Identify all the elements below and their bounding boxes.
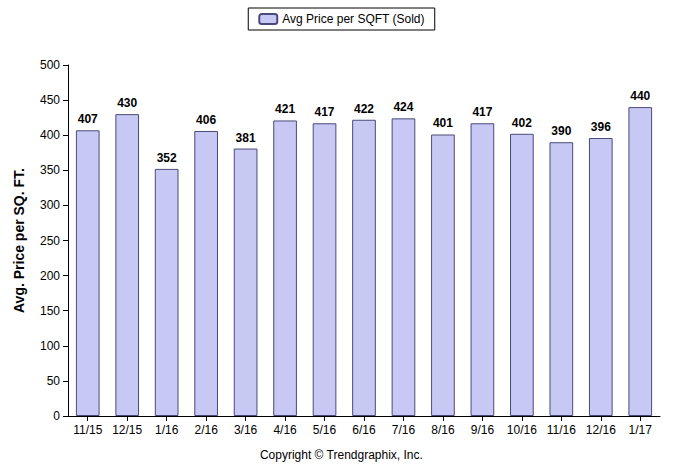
svg-text:402: 402 [512, 116, 532, 130]
svg-text:Avg. Price per SQ. FT.: Avg. Price per SQ. FT. [11, 168, 27, 313]
svg-text:400: 400 [40, 128, 60, 142]
svg-text:407: 407 [78, 112, 98, 126]
svg-text:9/16: 9/16 [471, 423, 495, 437]
svg-text:417: 417 [315, 105, 335, 119]
svg-text:12/16: 12/16 [586, 423, 616, 437]
svg-text:500: 500 [40, 58, 60, 72]
svg-text:450: 450 [40, 93, 60, 107]
svg-text:Avg Price per SQFT (Sold): Avg Price per SQFT (Sold) [282, 12, 424, 26]
svg-text:50: 50 [47, 374, 61, 388]
svg-text:200: 200 [40, 269, 60, 283]
svg-text:424: 424 [393, 100, 413, 114]
svg-text:11/16: 11/16 [547, 423, 576, 437]
svg-text:422: 422 [354, 102, 374, 116]
svg-text:430: 430 [117, 96, 137, 110]
svg-text:1/17: 1/17 [629, 423, 653, 437]
svg-text:Copyright © Trendgraphix, Inc.: Copyright © Trendgraphix, Inc. [260, 448, 423, 462]
svg-text:10/16: 10/16 [507, 423, 537, 437]
svg-text:250: 250 [40, 234, 60, 248]
svg-text:12/15: 12/15 [112, 423, 142, 437]
svg-text:300: 300 [40, 198, 60, 212]
svg-text:352: 352 [157, 151, 177, 165]
svg-text:150: 150 [40, 304, 60, 318]
svg-text:4/16: 4/16 [273, 423, 297, 437]
svg-text:8/16: 8/16 [431, 423, 455, 437]
svg-text:11/15: 11/15 [73, 423, 102, 437]
svg-text:406: 406 [196, 113, 216, 127]
svg-text:3/16: 3/16 [234, 423, 258, 437]
svg-text:421: 421 [275, 102, 295, 116]
svg-text:2/16: 2/16 [194, 423, 218, 437]
svg-text:440: 440 [630, 89, 650, 103]
svg-text:5/16: 5/16 [313, 423, 337, 437]
svg-text:350: 350 [40, 163, 60, 177]
svg-text:417: 417 [472, 105, 492, 119]
svg-text:390: 390 [551, 124, 571, 138]
svg-text:7/16: 7/16 [392, 423, 416, 437]
svg-text:396: 396 [591, 120, 611, 134]
svg-text:401: 401 [433, 116, 453, 130]
svg-text:100: 100 [40, 339, 60, 353]
svg-text:0: 0 [53, 409, 60, 423]
svg-text:6/16: 6/16 [352, 423, 376, 437]
svg-text:1/16: 1/16 [155, 423, 179, 437]
svg-text:381: 381 [236, 131, 256, 145]
